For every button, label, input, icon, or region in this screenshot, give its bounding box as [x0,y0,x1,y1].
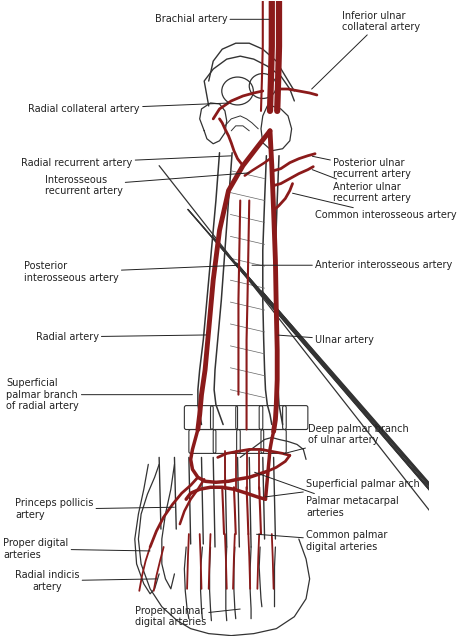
Text: Common interosseous artery: Common interosseous artery [292,193,456,220]
Text: Radial indicis
artery: Radial indicis artery [15,570,156,592]
Text: Radial artery: Radial artery [36,332,206,342]
Text: Anterior ulnar
recurrent artery: Anterior ulnar recurrent artery [312,169,411,203]
Text: Interosseous
recurrent artery: Interosseous recurrent artery [45,173,249,196]
Text: Inferior ulnar
collateral artery: Inferior ulnar collateral artery [311,10,420,89]
Text: Posterior ulnar
recurrent artery: Posterior ulnar recurrent artery [312,156,411,180]
Text: Radial recurrent artery: Radial recurrent artery [21,156,231,168]
Text: Palmar metacarpal
arteries: Palmar metacarpal arteries [255,472,399,518]
Text: Ulnar artery: Ulnar artery [278,335,374,345]
Text: Proper digital
arteries: Proper digital arteries [3,538,150,560]
Text: Posterior
interosseous artery: Posterior interosseous artery [24,261,237,283]
Text: Radial collateral artery: Radial collateral artery [28,103,228,114]
Text: Brachial artery: Brachial artery [155,14,269,24]
Text: Superficial palmar arch: Superficial palmar arch [265,479,420,497]
Text: Common palmar
digital arteries: Common palmar digital arteries [256,530,387,552]
Text: Superficial
palmar branch
of radial artery: Superficial palmar branch of radial arte… [6,378,192,412]
Text: Deep palmar branch
of ulnar artery: Deep palmar branch of ulnar artery [283,424,409,454]
Text: Princeps pollicis
artery: Princeps pollicis artery [15,498,174,520]
Text: Proper palmar
digital arteries: Proper palmar digital arteries [135,606,240,627]
Text: Anterior interosseous artery: Anterior interosseous artery [252,261,452,270]
